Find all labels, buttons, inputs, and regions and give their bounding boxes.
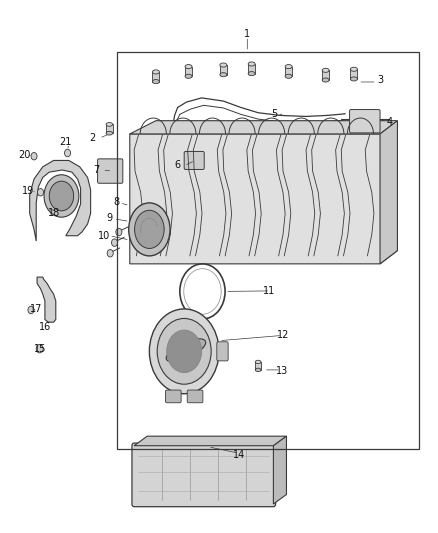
Text: 5: 5 [272,109,278,119]
Circle shape [149,309,219,394]
Bar [285,67,292,76]
Text: 1: 1 [244,29,251,39]
Text: 12: 12 [277,330,290,341]
Circle shape [31,152,37,160]
Text: 3: 3 [377,75,383,85]
Bar [350,69,357,79]
Bar [255,362,261,370]
Text: 14: 14 [233,450,245,460]
Text: 10: 10 [98,231,110,241]
FancyBboxPatch shape [132,443,276,507]
Circle shape [116,228,122,236]
Circle shape [167,330,201,373]
Ellipse shape [152,70,159,74]
Ellipse shape [220,63,227,67]
FancyBboxPatch shape [184,151,204,169]
Ellipse shape [152,79,159,84]
FancyBboxPatch shape [98,159,123,183]
Text: 11: 11 [263,286,275,296]
Polygon shape [130,134,397,264]
Ellipse shape [255,360,261,364]
Polygon shape [273,436,286,504]
Ellipse shape [285,74,292,78]
Bar [117,52,419,449]
Bar [322,70,329,80]
Polygon shape [30,160,91,241]
Polygon shape [134,436,286,446]
FancyBboxPatch shape [350,110,380,133]
Circle shape [49,181,74,211]
Ellipse shape [322,68,329,72]
Ellipse shape [185,74,192,78]
Text: 8: 8 [113,197,120,207]
Text: 13: 13 [276,366,288,376]
Text: 19: 19 [22,186,35,196]
Text: 15: 15 [34,344,47,354]
Text: 16: 16 [39,322,51,333]
FancyBboxPatch shape [166,390,181,403]
Text: 2: 2 [89,133,95,143]
Ellipse shape [248,71,255,76]
Ellipse shape [106,131,113,135]
Circle shape [36,344,43,353]
Ellipse shape [322,78,329,82]
Text: 9: 9 [106,213,113,223]
Text: 7: 7 [93,165,99,175]
Bar [185,67,192,76]
Circle shape [38,189,44,196]
Bar [152,72,159,82]
FancyBboxPatch shape [217,342,228,361]
Text: 17: 17 [30,304,42,314]
Ellipse shape [248,62,255,66]
FancyBboxPatch shape [187,390,203,403]
Text: 18: 18 [48,208,60,219]
Circle shape [28,306,34,314]
Ellipse shape [134,211,164,248]
Circle shape [112,239,117,246]
Ellipse shape [166,339,206,362]
Ellipse shape [285,64,292,69]
Ellipse shape [106,123,113,126]
Bar [220,65,227,75]
Text: 4: 4 [387,117,393,127]
Ellipse shape [185,64,192,69]
Polygon shape [380,120,397,264]
Ellipse shape [220,72,227,77]
Circle shape [157,318,211,384]
Ellipse shape [129,203,170,256]
Ellipse shape [255,368,261,372]
Polygon shape [130,120,397,134]
Bar [106,124,113,133]
Polygon shape [37,277,56,322]
Circle shape [64,149,71,157]
Text: 20: 20 [18,150,30,160]
Bar [248,64,255,74]
Ellipse shape [350,77,357,81]
Text: 6: 6 [175,160,181,169]
Text: 21: 21 [60,137,72,147]
Ellipse shape [350,67,357,71]
Circle shape [107,249,113,257]
Circle shape [44,175,79,217]
